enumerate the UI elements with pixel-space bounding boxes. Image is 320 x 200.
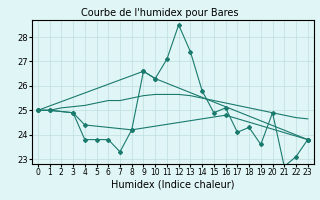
Text: Courbe de l'humidex pour Bares: Courbe de l'humidex pour Bares [81, 8, 239, 18]
X-axis label: Humidex (Indice chaleur): Humidex (Indice chaleur) [111, 180, 235, 190]
